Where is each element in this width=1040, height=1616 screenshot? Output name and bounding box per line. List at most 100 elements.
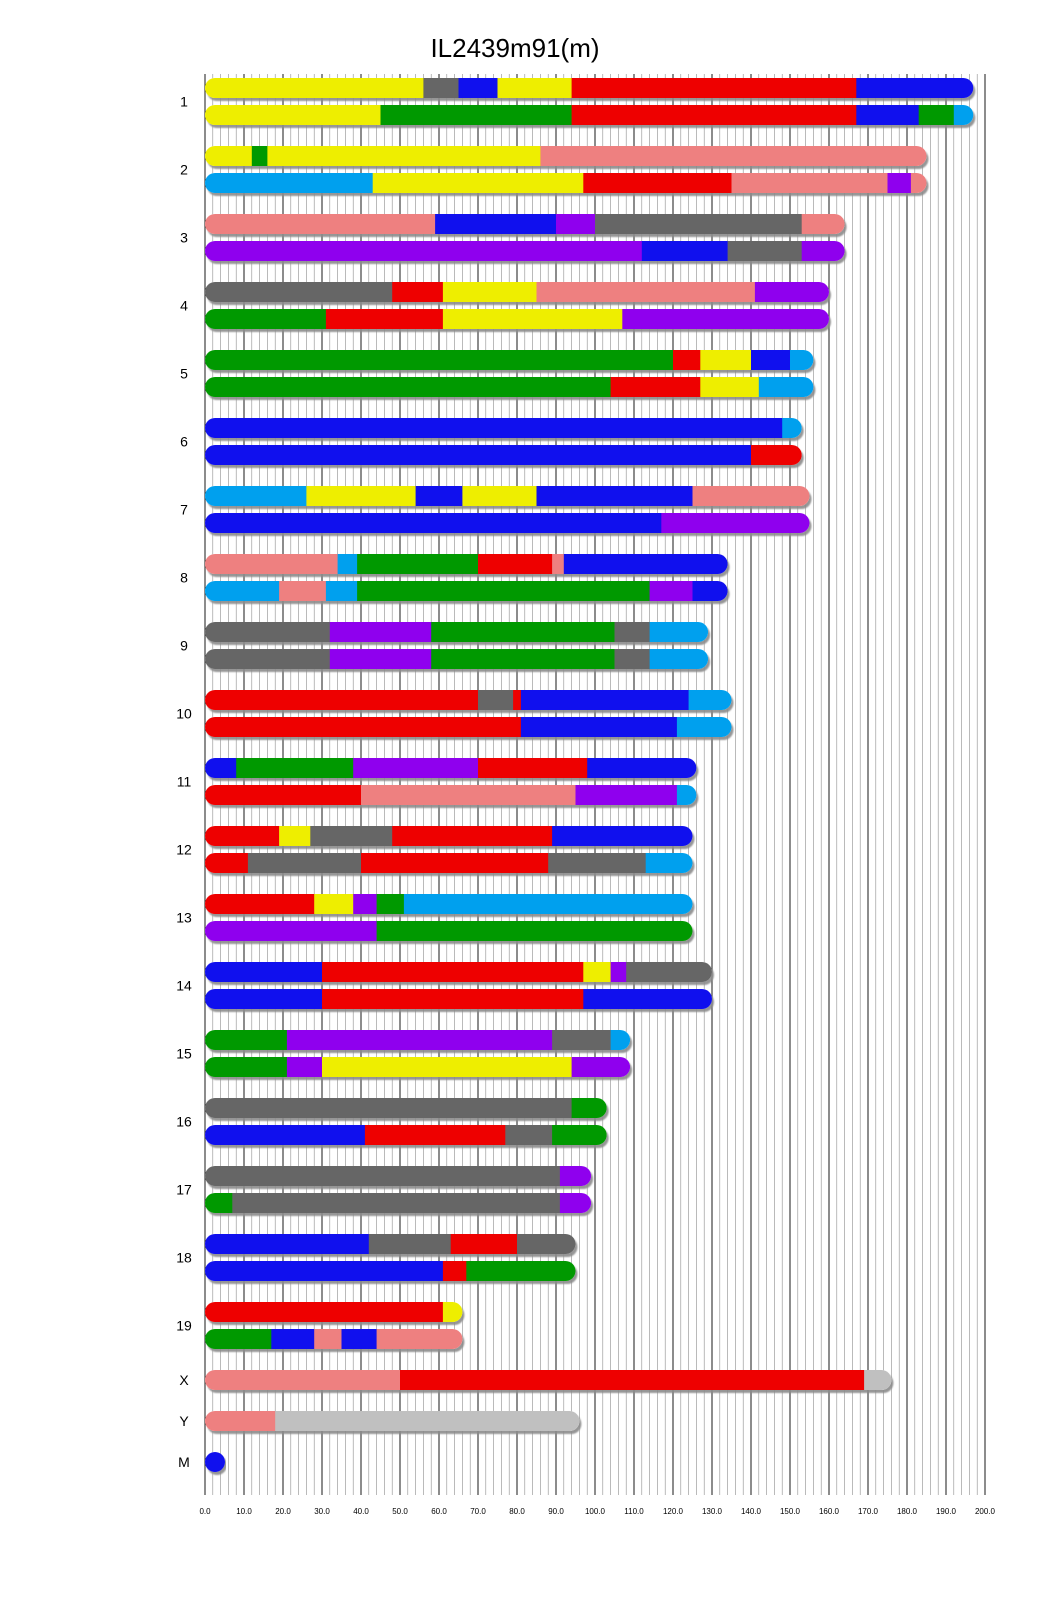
haplotype-segment bbox=[205, 758, 237, 778]
chromosome-16 bbox=[205, 1098, 607, 1145]
haplotype-segment bbox=[275, 1411, 580, 1431]
haplotype-segment bbox=[478, 554, 553, 574]
haplotype-segment bbox=[205, 309, 327, 329]
chromosome-label: 11 bbox=[177, 774, 192, 790]
chromosome-6 bbox=[205, 418, 802, 465]
haplotype-segment bbox=[364, 1125, 506, 1145]
haplotype-segment bbox=[559, 1166, 592, 1186]
x-tick-label: 50.0 bbox=[392, 1507, 408, 1516]
haplotype-segment bbox=[368, 1234, 452, 1254]
haplotype-segment bbox=[431, 622, 615, 642]
chromosome-track bbox=[205, 105, 974, 125]
haplotype-segment bbox=[887, 173, 912, 193]
chromosome-track bbox=[205, 1193, 592, 1213]
chromosome-track bbox=[205, 173, 927, 193]
chromosome-label: 2 bbox=[180, 162, 188, 178]
haplotype-segment bbox=[205, 1370, 401, 1390]
haplotype-segment bbox=[205, 350, 674, 370]
chromosome-14 bbox=[205, 962, 712, 1009]
haplotype-segment bbox=[341, 1329, 377, 1349]
chromosome-10 bbox=[205, 690, 732, 737]
haplotype-segment bbox=[571, 1057, 631, 1077]
chart-title: IL2439m91(m) bbox=[430, 33, 599, 63]
haplotype-segment bbox=[205, 554, 338, 574]
haplotype-segment bbox=[559, 1193, 592, 1213]
x-tick-label: 150.0 bbox=[780, 1507, 801, 1516]
haplotype-segment bbox=[458, 78, 498, 98]
haplotype-segment bbox=[610, 962, 627, 982]
haplotype-segment bbox=[329, 622, 432, 642]
haplotype-segment bbox=[649, 649, 709, 669]
chromosome-track bbox=[205, 554, 728, 574]
haplotype-segment bbox=[205, 962, 323, 982]
haplotype-segment bbox=[864, 1370, 892, 1390]
chromosome-label: 7 bbox=[180, 502, 188, 518]
haplotype-segment bbox=[322, 962, 584, 982]
haplotype-segment bbox=[450, 1234, 518, 1254]
chromosome-track bbox=[205, 309, 829, 329]
haplotype-segment bbox=[271, 1329, 315, 1349]
haplotype-segment bbox=[571, 105, 857, 125]
haplotype-segment bbox=[392, 826, 553, 846]
chromosome-track bbox=[205, 1452, 225, 1472]
chromosome-4 bbox=[205, 282, 829, 329]
haplotype-segment bbox=[641, 241, 728, 261]
haplotype-segment bbox=[357, 554, 479, 574]
haplotype-segment bbox=[376, 1329, 463, 1349]
chromosome-x bbox=[205, 1370, 892, 1390]
x-tick-label: 100.0 bbox=[585, 1507, 606, 1516]
x-tick-label: 190.0 bbox=[936, 1507, 957, 1516]
haplotype-segment bbox=[610, 377, 701, 397]
haplotype-segment bbox=[751, 350, 791, 370]
chromosome-label: 15 bbox=[176, 1046, 192, 1062]
haplotype-segment bbox=[758, 377, 814, 397]
x-tick-label: 80.0 bbox=[509, 1507, 525, 1516]
haplotype-segment bbox=[790, 350, 814, 370]
chromosome-label: 13 bbox=[176, 910, 192, 926]
chromosome-12 bbox=[205, 826, 693, 873]
chromosome-label: 18 bbox=[176, 1250, 192, 1266]
chromosome-label: 10 bbox=[176, 706, 192, 722]
chromosome-track bbox=[205, 826, 693, 846]
haplotype-segment bbox=[205, 649, 331, 669]
chromosome-track bbox=[205, 513, 810, 533]
chromosome-label: 9 bbox=[180, 638, 188, 654]
chromosome-track bbox=[205, 1234, 576, 1254]
haplotype-segment bbox=[563, 554, 728, 574]
haplotype-segment bbox=[442, 1261, 467, 1281]
haplotype-segment bbox=[205, 173, 374, 193]
haplotype-segment bbox=[520, 690, 689, 710]
chromosome-8 bbox=[205, 554, 728, 601]
haplotype-segment bbox=[673, 350, 701, 370]
chromosome-track bbox=[205, 78, 974, 98]
haplotype-segment bbox=[910, 173, 927, 193]
haplotype-segment bbox=[552, 1125, 607, 1145]
haplotype-segment bbox=[583, 989, 712, 1009]
haplotype-segment bbox=[953, 105, 974, 125]
haplotype-segment bbox=[357, 581, 650, 601]
haplotype-segment bbox=[571, 1098, 607, 1118]
x-tick-label: 90.0 bbox=[548, 1507, 564, 1516]
haplotype-segment bbox=[610, 1030, 631, 1050]
haplotype-segment bbox=[325, 309, 444, 329]
chromosome-track bbox=[205, 853, 693, 873]
chromosome-track bbox=[205, 241, 845, 261]
haplotype-segment bbox=[380, 105, 572, 125]
haplotype-segment bbox=[205, 1234, 370, 1254]
chromosome-label: 3 bbox=[180, 230, 188, 246]
chromosome-label: Y bbox=[179, 1413, 189, 1429]
haplotype-segment bbox=[403, 894, 693, 914]
haplotype-segment bbox=[205, 241, 643, 261]
chromosome-label: 5 bbox=[180, 366, 188, 382]
haplotype-segment bbox=[517, 1234, 576, 1254]
haplotype-segment bbox=[361, 853, 549, 873]
haplotype-segment bbox=[361, 785, 576, 805]
haplotype-segment bbox=[700, 350, 752, 370]
haplotype-segment bbox=[376, 921, 693, 941]
chromosome-label: 6 bbox=[180, 434, 188, 450]
chromosome-label: X bbox=[179, 1372, 189, 1388]
haplotype-segment bbox=[727, 241, 803, 261]
haplotype-segment bbox=[205, 377, 611, 397]
haplotype-segment bbox=[552, 826, 693, 846]
haplotype-segment bbox=[497, 78, 572, 98]
